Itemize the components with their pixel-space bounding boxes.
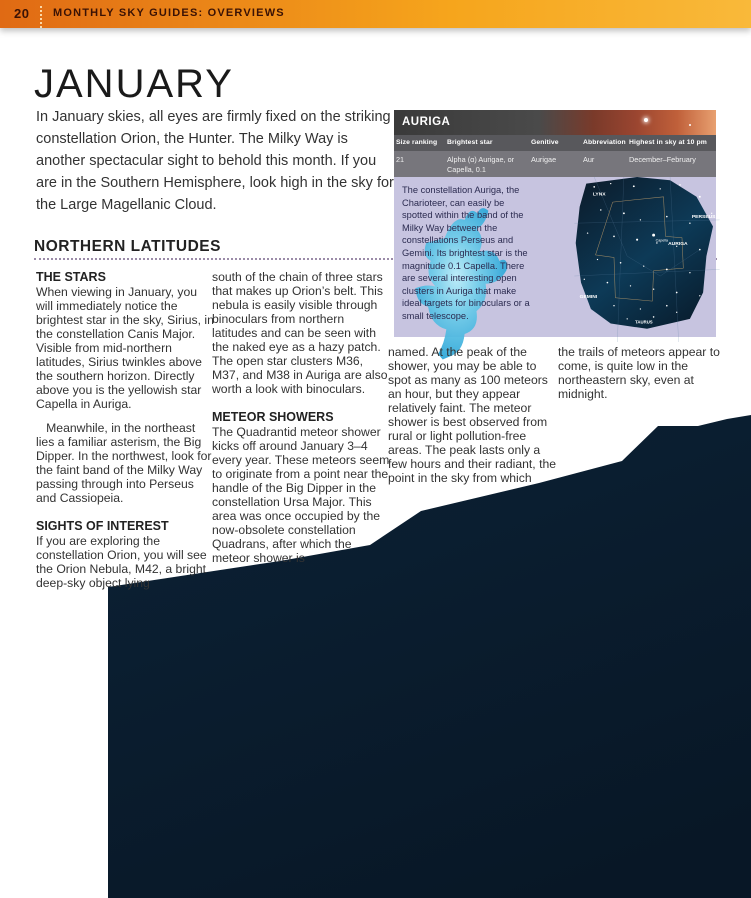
svg-text:TAURUS: TAURUS	[635, 320, 653, 325]
svg-text:Capella: Capella	[656, 239, 669, 243]
svg-text:AURIGA: AURIGA	[668, 241, 688, 247]
svg-text:LYNX: LYNX	[593, 191, 606, 197]
svg-text:PERSEUS: PERSEUS	[692, 214, 716, 220]
svg-text:GEMINI: GEMINI	[580, 294, 598, 300]
